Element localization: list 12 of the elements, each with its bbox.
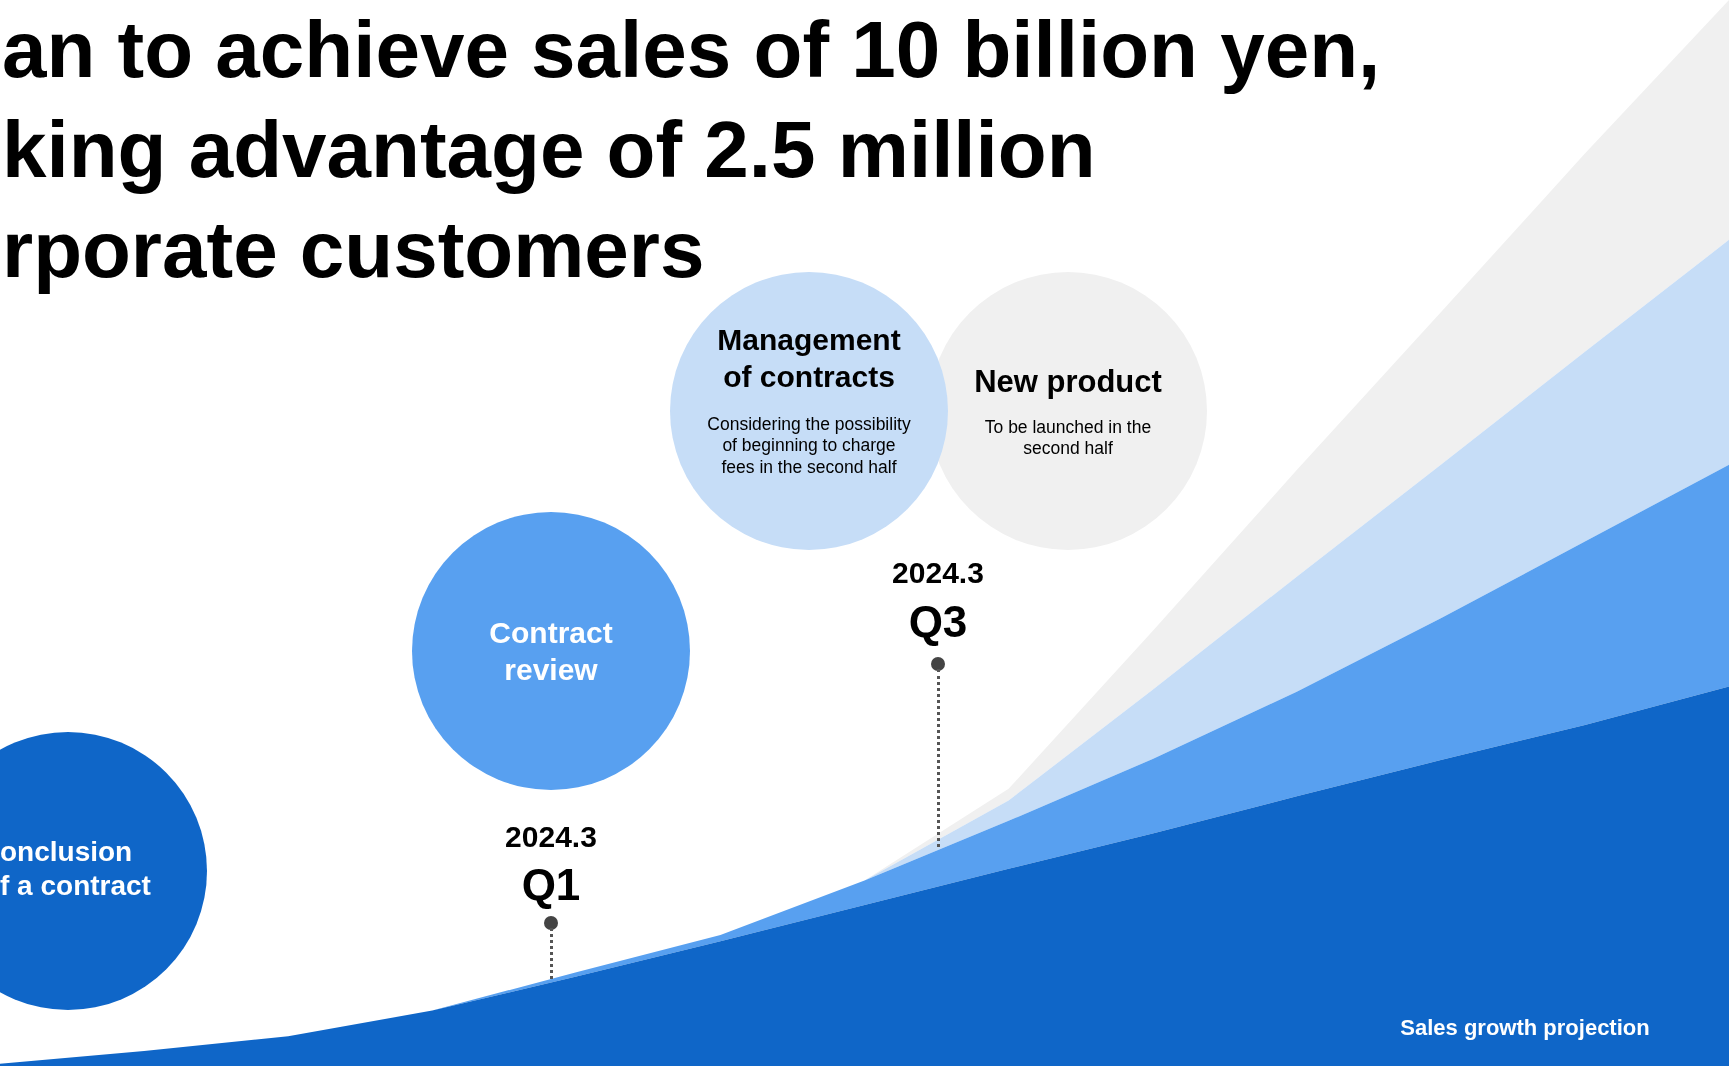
annotation: Sales growth projection: [1399, 1015, 1651, 1042]
annotation: Management of contracts: [716, 322, 902, 395]
text: an to achieve sales of 10 billion yen, king advantage of 2.5 million rporate customers: [2, 4, 1381, 296]
annotation: 2024.3: [504, 819, 598, 855]
annotation: Considering the possibility of beginning to charge fees in the second half: [706, 414, 912, 479]
annotation: 2024.3: [891, 555, 985, 591]
annotation: Q1: [520, 859, 582, 911]
annotation: To be launched in the second half: [983, 417, 1153, 460]
annotation: onclusion f a contract: [0, 835, 152, 904]
annotation: Q3: [907, 596, 969, 648]
annotation: Contract review: [488, 615, 614, 688]
annotation: New product: [973, 363, 1163, 401]
